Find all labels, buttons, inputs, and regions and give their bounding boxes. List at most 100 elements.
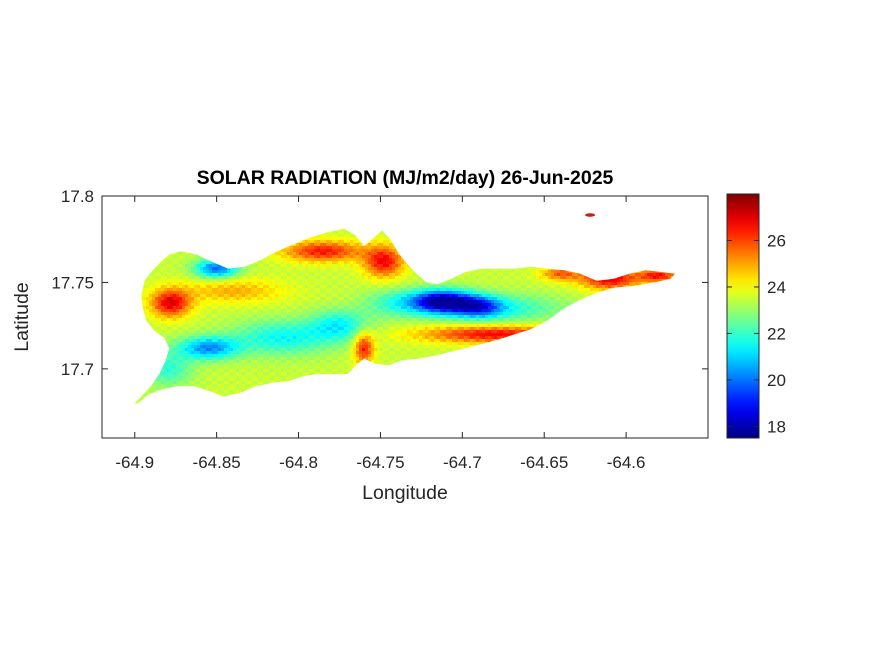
heatmap-cell [320, 237, 324, 241]
heatmap-cell [566, 270, 570, 274]
heatmap-cell [491, 282, 495, 286]
heatmap-cell [302, 249, 306, 253]
heatmap-cell [161, 288, 165, 292]
heatmap-cell [182, 279, 186, 283]
heatmap-cell [560, 291, 564, 295]
heatmap-cell [302, 267, 306, 271]
heatmap-cell [482, 294, 486, 298]
heatmap-cell [500, 303, 504, 307]
heatmap-cell [191, 282, 195, 286]
heatmap-cell [188, 267, 192, 271]
heatmap-cell [212, 288, 216, 292]
heatmap-cell [338, 264, 342, 268]
heatmap-cell [332, 237, 336, 241]
heatmap-cell [251, 306, 255, 310]
heatmap-cell [545, 291, 549, 295]
heatmap-cell [170, 300, 174, 304]
heatmap-cell [272, 264, 276, 268]
heatmap-cell [221, 291, 225, 295]
heatmap-cell [275, 294, 279, 298]
heatmap-cell [305, 282, 309, 286]
heatmap-cell [281, 249, 285, 253]
heatmap-cell [290, 309, 294, 313]
heatmap-cell [170, 306, 174, 310]
heatmap-cell [296, 297, 300, 301]
heatmap-cell [287, 297, 291, 301]
heatmap-cell [392, 255, 396, 259]
heatmap-cell [356, 282, 360, 286]
heatmap-cell [425, 294, 429, 298]
heatmap-cell [263, 279, 267, 283]
heatmap-cell [281, 279, 285, 283]
heatmap-cell [392, 276, 396, 280]
heatmap-cell [236, 270, 240, 274]
heatmap-cell [212, 276, 216, 280]
heatmap-cell [161, 261, 165, 265]
heatmap-cell [362, 249, 366, 253]
heatmap-cell [425, 297, 429, 301]
heatmap-cell [242, 300, 246, 304]
heatmap-cell [572, 288, 576, 292]
heatmap-cell [290, 291, 294, 295]
heatmap-cell [362, 288, 366, 292]
heatmap-cell [407, 276, 411, 280]
heatmap-cell [356, 261, 360, 265]
heatmap-cell [170, 255, 174, 259]
heatmap-cell [464, 273, 468, 277]
heatmap-cell [230, 270, 234, 274]
heatmap-cell [332, 231, 336, 235]
heatmap-cell [275, 261, 279, 265]
heatmap-cell [218, 309, 222, 313]
heatmap-cell [362, 246, 366, 250]
heatmap-cell [149, 309, 153, 313]
heatmap-cell [287, 252, 291, 256]
heatmap-cell [215, 294, 219, 298]
heatmap-cell [527, 291, 531, 295]
heatmap-cell [554, 279, 558, 283]
heatmap-cell [143, 303, 147, 307]
heatmap-cell [323, 282, 327, 286]
heatmap-cell [260, 288, 264, 292]
heatmap-cell [167, 279, 171, 283]
heatmap-cell [299, 300, 303, 304]
heatmap-cell [290, 306, 294, 310]
heatmap-cell [479, 285, 483, 289]
heatmap-cell [167, 303, 171, 307]
heatmap-cell [320, 246, 324, 250]
heatmap-cell [206, 297, 210, 301]
heatmap-cell [353, 255, 357, 259]
heatmap-cell [245, 297, 249, 301]
heatmap-cell [509, 294, 513, 298]
heatmap-cell [179, 276, 183, 280]
heatmap-cell [428, 294, 432, 298]
heatmap-cell [551, 282, 555, 286]
heatmap-cell [347, 306, 351, 310]
heatmap-cell [458, 291, 462, 295]
heatmap-cell [170, 303, 174, 307]
heatmap-cell [293, 267, 297, 271]
heatmap-cell [476, 306, 480, 310]
heatmap-cell [203, 303, 207, 307]
heatmap-cell [611, 285, 615, 289]
heatmap-cell [335, 276, 339, 280]
heatmap-cell [254, 279, 258, 283]
heatmap-cell [233, 270, 237, 274]
heatmap-cell [437, 294, 441, 298]
heatmap-cell [167, 285, 171, 289]
heatmap-cell [326, 243, 330, 247]
heatmap-cell [299, 279, 303, 283]
heatmap-cell [332, 240, 336, 244]
heatmap-cell [563, 282, 567, 286]
heatmap-cell [431, 303, 435, 307]
heatmap-cell [374, 249, 378, 253]
heatmap-cell [503, 288, 507, 292]
heatmap-cell [191, 261, 195, 265]
heatmap-cell [368, 291, 372, 295]
heatmap-cell [362, 276, 366, 280]
heatmap-cell [362, 261, 366, 265]
heatmap-cell [398, 291, 402, 295]
heatmap-cell [161, 276, 165, 280]
heatmap-cell [254, 261, 258, 265]
heatmap-cell [482, 273, 486, 277]
heatmap-cell [254, 303, 258, 307]
